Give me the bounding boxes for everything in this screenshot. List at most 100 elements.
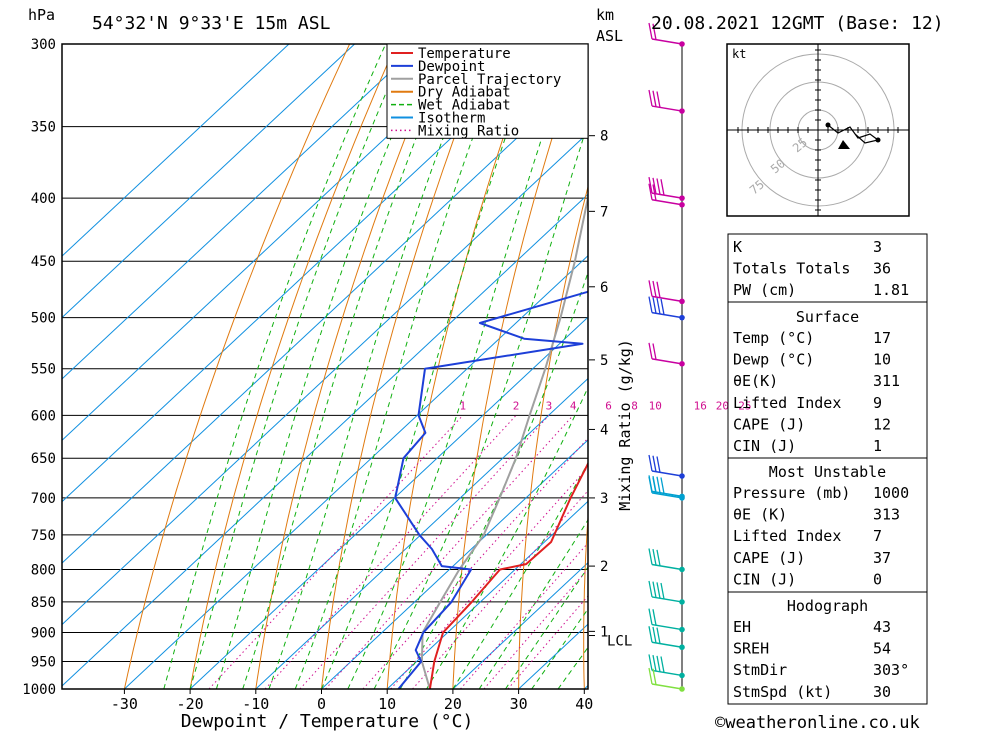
index-row-value: 1.81 bbox=[873, 281, 909, 299]
unstable-row-value: 7 bbox=[873, 527, 882, 545]
wind-barb-flag bbox=[649, 609, 652, 625]
surface-row-label: Dewp (°C) bbox=[733, 351, 814, 369]
wind-barb-flag bbox=[657, 628, 660, 644]
wind-barb-flag bbox=[653, 627, 656, 643]
pressure-tick-label: 950 bbox=[31, 655, 56, 671]
wind-barb bbox=[649, 581, 685, 605]
km-tick-label: 7 bbox=[600, 204, 608, 220]
dry-adiabat-line bbox=[935, 26, 978, 689]
hodograph-start-point bbox=[826, 123, 831, 128]
wind-barb-flag bbox=[653, 91, 656, 107]
surface-row-value: 9 bbox=[873, 394, 882, 412]
wind-barb-flag bbox=[649, 477, 652, 493]
wind-barb-point bbox=[679, 202, 685, 208]
wind-barb-flag bbox=[653, 456, 656, 472]
wind-barb-flag bbox=[649, 297, 652, 313]
wind-barb-shaft bbox=[652, 625, 682, 630]
wind-barb bbox=[649, 280, 685, 304]
wind-barb-flag bbox=[649, 90, 652, 106]
surface-row-label: CAPE (J) bbox=[733, 415, 805, 433]
wind-barb bbox=[649, 609, 685, 633]
km-tick-label: 8 bbox=[600, 129, 608, 145]
mixing-ratio-label: 16 bbox=[694, 399, 707, 412]
surface-row-value: 1 bbox=[873, 437, 882, 455]
wind-barb-flag bbox=[661, 657, 664, 673]
wind-barb-flag bbox=[653, 281, 656, 297]
wind-barb-point bbox=[679, 567, 685, 573]
wind-barb-point bbox=[679, 299, 685, 305]
surface-section-title: Surface bbox=[796, 308, 859, 326]
mixing-ratio-label: 6 bbox=[605, 399, 612, 412]
unstable-section-title: Most Unstable bbox=[769, 463, 886, 481]
wind-barb-flag bbox=[653, 582, 656, 598]
unstable-row-value: 0 bbox=[873, 570, 882, 588]
pressure-tick-label: 500 bbox=[31, 311, 56, 327]
wind-barb-shaft bbox=[652, 106, 682, 111]
wind-barb-flag bbox=[653, 609, 656, 625]
unstable-row-label: Lifted Index bbox=[733, 527, 841, 545]
wind-barb-flag bbox=[653, 297, 656, 313]
wind-barb-flag bbox=[649, 626, 652, 642]
index-row-label: Totals Totals bbox=[733, 260, 850, 278]
pressure-tick-label: 350 bbox=[31, 120, 56, 136]
copyright-footer: ©weatheronline.co.uk bbox=[715, 713, 920, 733]
wind-barb-flag bbox=[653, 549, 656, 565]
wind-barb-point bbox=[679, 361, 685, 367]
wind-barb-flag bbox=[661, 477, 664, 493]
surface-row-label: Temp (°C) bbox=[733, 329, 814, 347]
isotherm-line bbox=[0, 44, 683, 689]
pressure-tick-label: 400 bbox=[31, 191, 56, 207]
km-tick-label: 6 bbox=[600, 280, 608, 296]
surface-row-label: θE(K) bbox=[733, 372, 778, 390]
wind-barb-flag bbox=[649, 343, 652, 359]
wind-barb-flag bbox=[653, 344, 656, 360]
pressure-tick-label: 900 bbox=[31, 626, 56, 642]
wind-barb-flag bbox=[657, 456, 660, 472]
km-tick-label: 2 bbox=[600, 559, 608, 575]
wind-barb-shaft bbox=[652, 313, 682, 318]
wind-barb-flag bbox=[657, 91, 660, 107]
wind-barb-shaft bbox=[652, 670, 682, 675]
wind-barb-flag bbox=[657, 582, 660, 598]
wet-adiabat-line bbox=[190, 26, 415, 689]
surface-row-value: 17 bbox=[873, 329, 891, 347]
hodograph-row-label: StmSpd (kt) bbox=[733, 683, 832, 701]
surface-row-value: 12 bbox=[873, 415, 891, 433]
surface-row-value: 10 bbox=[873, 351, 891, 369]
hodograph-row-value: 303° bbox=[873, 661, 909, 679]
mixing-ratio-label: 10 bbox=[649, 399, 662, 412]
wind-barb-shaft bbox=[652, 642, 682, 647]
wind-barb-flag bbox=[649, 280, 652, 296]
wind-barb-point bbox=[679, 644, 685, 650]
index-row-label: K bbox=[733, 238, 742, 256]
wind-barb-shaft bbox=[652, 39, 682, 44]
x-tick-label: 40 bbox=[575, 695, 593, 713]
hodograph-row-label: SREH bbox=[733, 640, 769, 658]
wind-barb-flag bbox=[661, 299, 664, 315]
wind-barb-flag bbox=[649, 548, 652, 564]
wind-barb-flag bbox=[657, 656, 660, 672]
wind-barb-flag bbox=[657, 179, 660, 195]
hodograph-row-value: 54 bbox=[873, 640, 891, 658]
unstable-row-value: 37 bbox=[873, 549, 891, 567]
wind-barb-flag bbox=[649, 581, 652, 597]
mixing-ratio-axis-label: Mixing Ratio (g/kg) bbox=[616, 339, 634, 511]
wind-barb-point bbox=[679, 673, 685, 679]
wind-barb-point bbox=[679, 108, 685, 114]
wind-barb bbox=[649, 343, 685, 367]
wind-barb-point bbox=[679, 495, 685, 501]
wind-barb-shaft bbox=[652, 193, 682, 198]
pressure-tick-label: 800 bbox=[31, 562, 56, 578]
unstable-row-value: 1000 bbox=[873, 484, 909, 502]
wind-barb bbox=[649, 90, 685, 114]
wind-barb-point bbox=[679, 315, 685, 321]
km-label: km bbox=[596, 6, 614, 24]
wind-barb-point bbox=[679, 473, 685, 479]
unstable-row-label: Pressure (mb) bbox=[733, 484, 850, 502]
mixing-ratio-line bbox=[363, 415, 609, 689]
unstable-row-label: θE (K) bbox=[733, 506, 787, 524]
mixing-ratio-line bbox=[460, 415, 700, 689]
pressure-tick-label: 700 bbox=[31, 491, 56, 507]
